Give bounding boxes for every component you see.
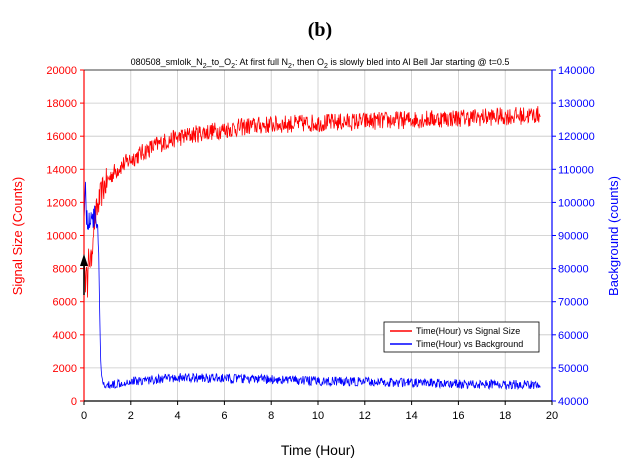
x-tick-label: 18 bbox=[499, 410, 511, 422]
y-right-tick-label: 120000 bbox=[558, 131, 595, 143]
y-left-tick-label: 8000 bbox=[53, 264, 77, 276]
y-left-tick-label: 18000 bbox=[46, 98, 77, 110]
y-left-tick-label: 0 bbox=[71, 396, 77, 408]
x-tick-label: 8 bbox=[268, 410, 274, 422]
y-left-tick-label: 12000 bbox=[46, 197, 77, 209]
y-right-tick-label: 130000 bbox=[558, 98, 595, 110]
chart-title: 080508_smlolk_N2_to_O2: At first full N2… bbox=[131, 57, 510, 70]
y-right-tick-label: 80000 bbox=[558, 264, 589, 276]
x-tick-label: 6 bbox=[221, 410, 227, 422]
y-right-tick-label: 70000 bbox=[558, 297, 589, 309]
title-sub2: 2 bbox=[231, 63, 235, 70]
series-line-background bbox=[83, 181, 541, 391]
legend-label-signal: Time(Hour) vs Signal Size bbox=[416, 326, 520, 336]
y-left-tick-label: 4000 bbox=[53, 330, 77, 342]
title-sub1: 2 bbox=[203, 63, 207, 70]
series-layer bbox=[83, 106, 541, 391]
arrow-annotation bbox=[80, 254, 88, 295]
legend-box bbox=[383, 321, 540, 353]
y-axis-left-label: Signal Size (Counts) bbox=[10, 177, 25, 296]
tick-labels: 0 2 4 6 8 10 12 14 16 18 20 0 2000 4000 6000 8000 10000 1… bbox=[46, 65, 594, 422]
y-right-tick-label: 40000 bbox=[558, 396, 589, 408]
x-tick-label: 16 bbox=[452, 410, 464, 422]
x-tick-label: 10 bbox=[312, 410, 324, 422]
axes bbox=[80, 69, 556, 405]
x-tick-label: 0 bbox=[81, 410, 87, 422]
y-axis-right-label: Background (counts) bbox=[606, 176, 621, 296]
y-left-tick-label: 6000 bbox=[53, 297, 77, 309]
x-tick-label: 12 bbox=[359, 410, 371, 422]
x-tick-label: 2 bbox=[128, 410, 134, 422]
series-line-signal bbox=[83, 106, 541, 298]
x-tick-label: 20 bbox=[546, 410, 558, 422]
y-right-tick-label: 50000 bbox=[558, 363, 589, 375]
y-right-tick-label: 60000 bbox=[558, 330, 589, 342]
legend: Time(Hour) vs Signal Size Time(Hour) vs … bbox=[383, 321, 540, 353]
y-left-tick-label: 2000 bbox=[53, 363, 77, 375]
y-right-tick-label: 90000 bbox=[558, 231, 589, 243]
y-right-tick-label: 140000 bbox=[558, 65, 595, 77]
title-mid1: _to_O bbox=[206, 57, 232, 67]
legend-label-background: Time(Hour) vs Background bbox=[416, 339, 523, 349]
y-right-tick-label: 100000 bbox=[558, 197, 595, 209]
title-sub3: 2 bbox=[288, 63, 292, 70]
title-mid3: , then O bbox=[292, 57, 324, 67]
title-prefix: 080508_smlolk_N bbox=[131, 57, 203, 67]
title-suffix: is slowly bled into Al Bell Jar starting… bbox=[328, 57, 509, 67]
x-tick-label: 4 bbox=[175, 410, 181, 422]
y-left-tick-label: 20000 bbox=[46, 65, 77, 77]
x-tick-label: 14 bbox=[405, 410, 417, 422]
title-mid2: : At first full N bbox=[235, 57, 288, 67]
y-left-tick-label: 14000 bbox=[46, 164, 77, 176]
x-axis-label: Time (Hour) bbox=[281, 442, 355, 458]
y-left-tick-label: 16000 bbox=[46, 131, 77, 143]
panel-label: (b) bbox=[308, 19, 332, 41]
y-right-tick-label: 110000 bbox=[558, 164, 594, 176]
title-sub4: 2 bbox=[324, 63, 328, 70]
y-left-tick-label: 10000 bbox=[46, 231, 77, 243]
